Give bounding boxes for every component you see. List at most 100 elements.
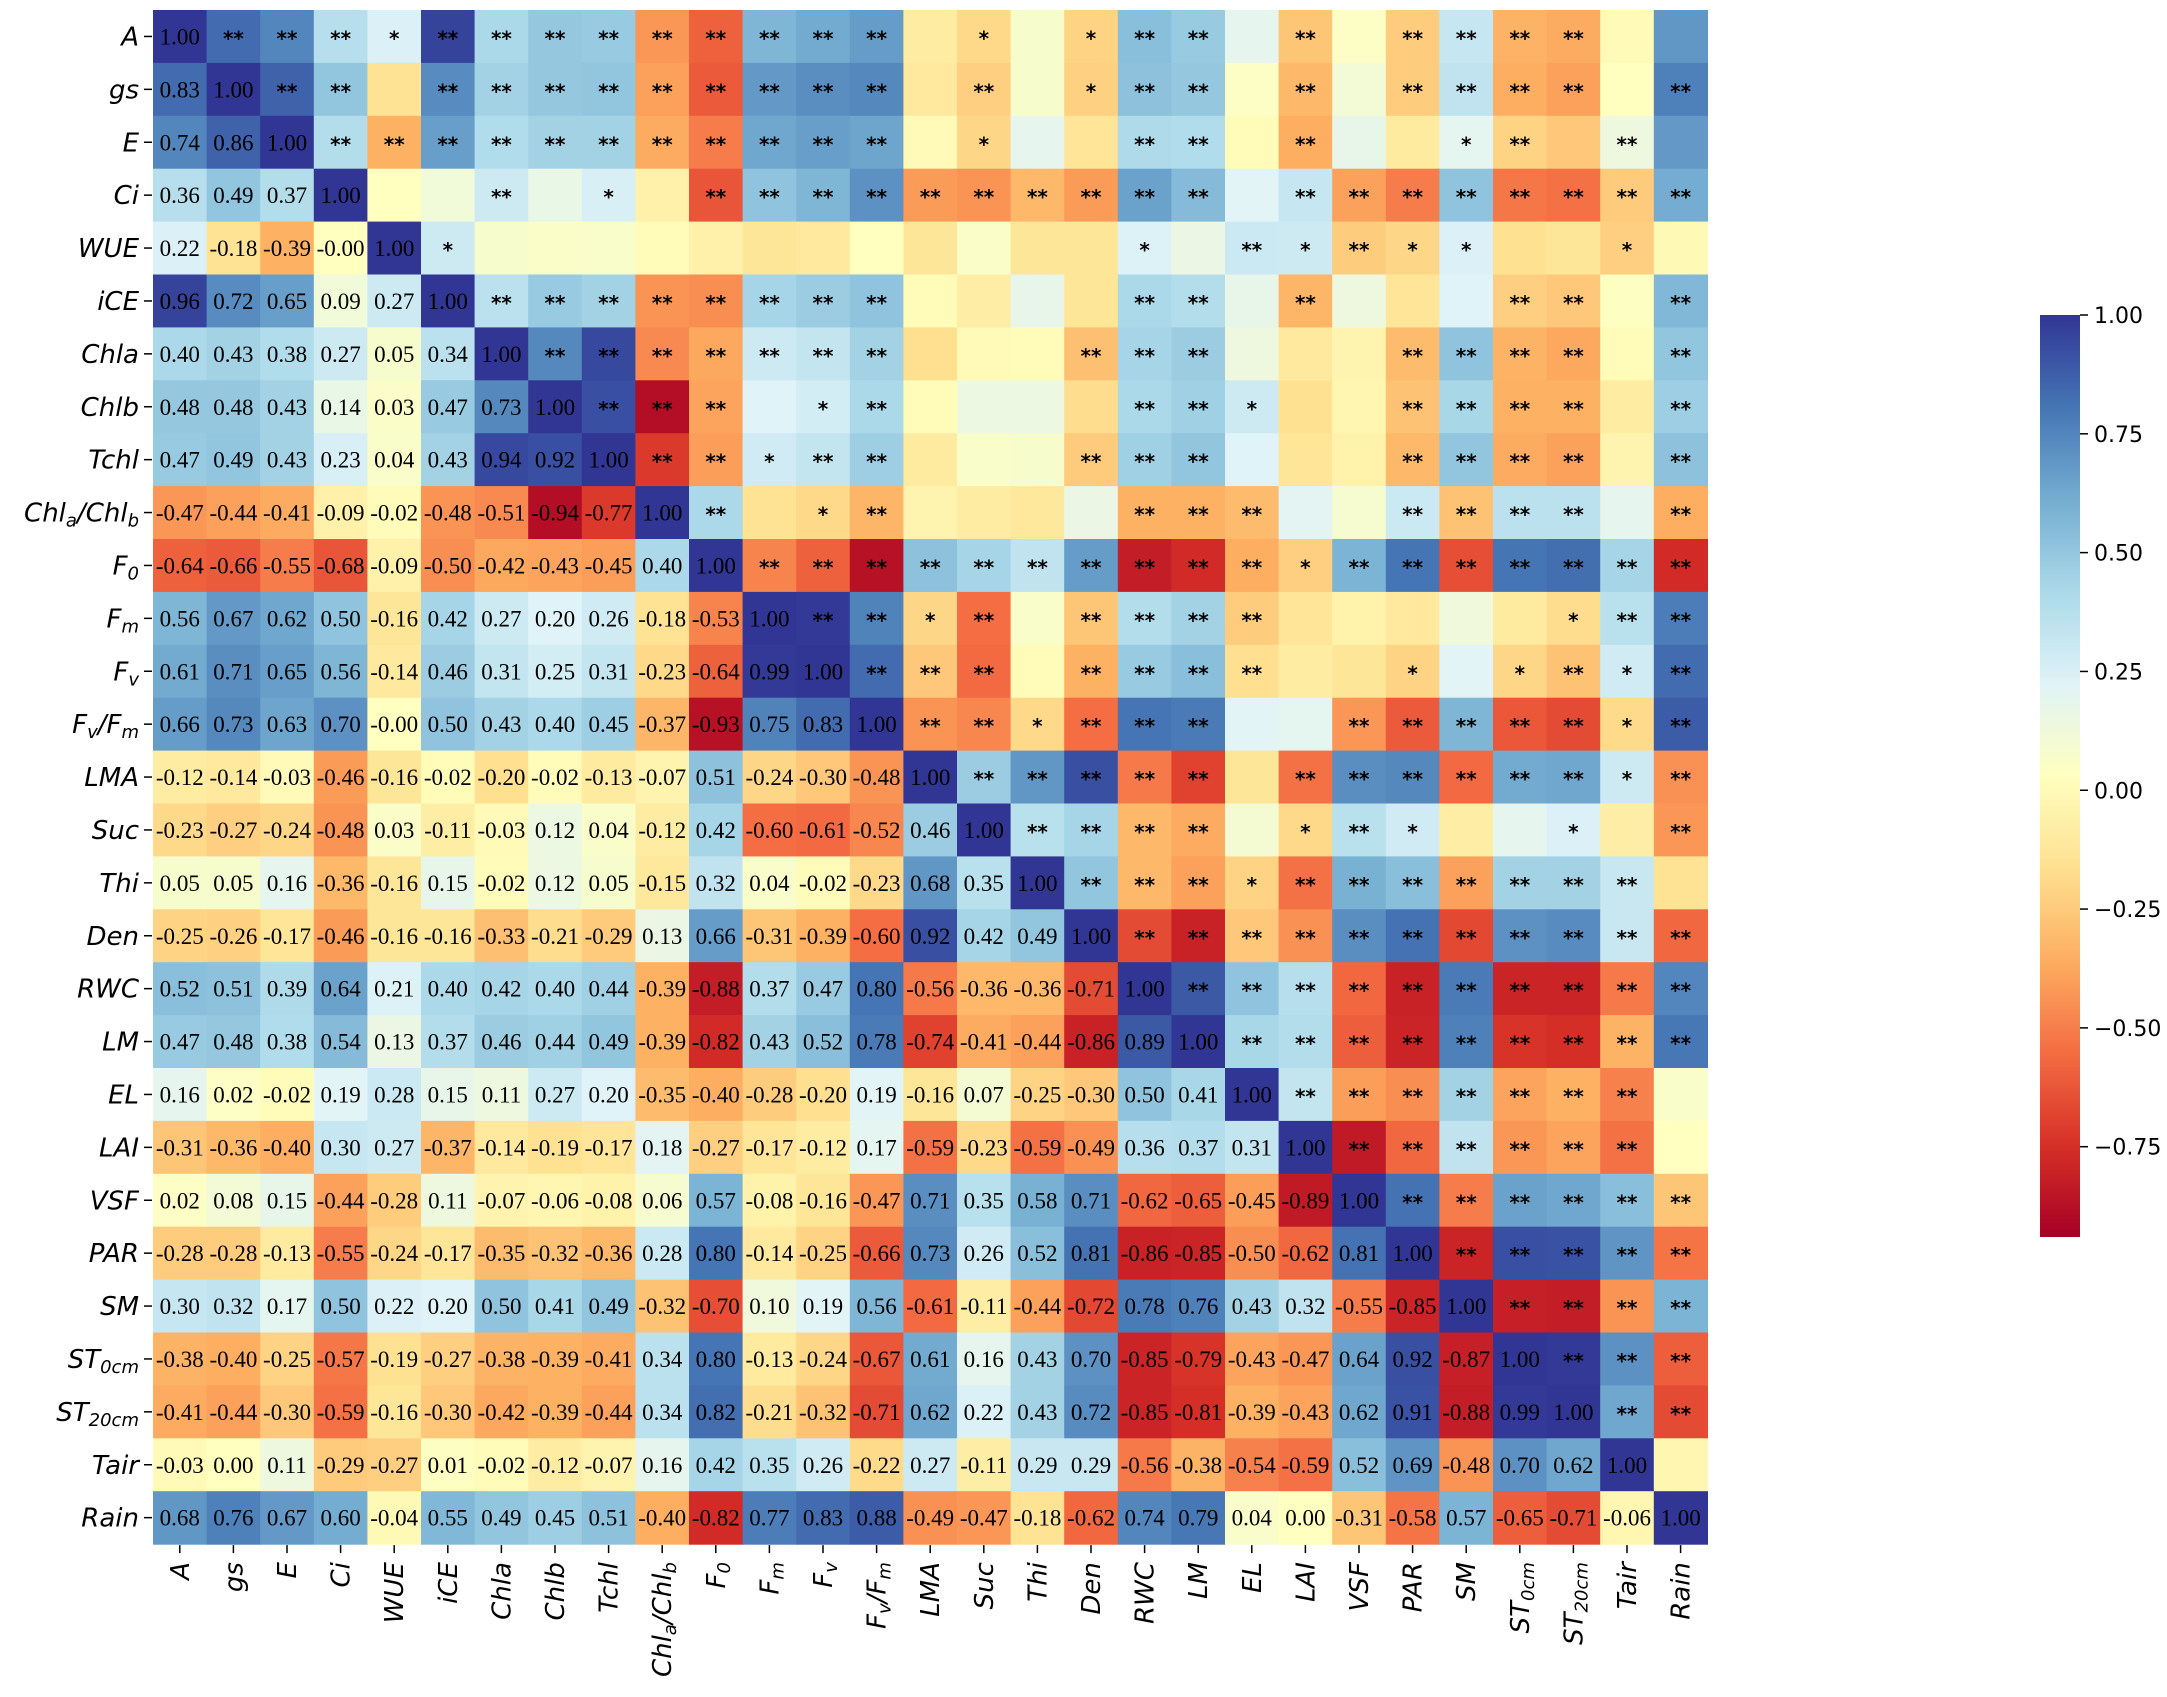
cell-fill: [1439, 962, 1494, 1016]
cell-fill: [1010, 62, 1065, 117]
significance-mark: **: [1617, 1349, 1638, 1373]
cell-value: -0.71: [1549, 1506, 1597, 1531]
cell-fill: [1225, 1015, 1280, 1069]
heatmap-cell: [1600, 62, 1655, 117]
cell-value: 1.00: [856, 712, 896, 737]
significance-mark: **: [759, 344, 780, 368]
cell-fill: [1064, 221, 1119, 276]
cell-value: 0.21: [374, 977, 414, 1002]
cell-fill: [1010, 433, 1065, 487]
heatmap-cell: -0.38: [153, 1332, 208, 1386]
heatmap-cell: **: [1493, 115, 1548, 170]
cell-fill: [689, 1491, 744, 1545]
cell-value: 1.00: [535, 395, 575, 420]
heatmap-cell: -0.02: [474, 856, 529, 910]
cell-value: 0.91: [1392, 1400, 1432, 1425]
significance-mark: **: [973, 714, 994, 738]
cell-value: 0.07: [964, 1082, 1004, 1107]
heatmap-cell: 0.20: [528, 591, 583, 646]
cell-fill: [849, 1332, 904, 1386]
cell-fill: [1171, 591, 1226, 646]
heatmap-cell: 0.37: [742, 962, 797, 1016]
significance-mark: **: [1188, 820, 1209, 844]
heatmap-cell: 0.43: [260, 380, 315, 434]
significance-mark: **: [1509, 291, 1530, 315]
significance-mark: **: [598, 132, 619, 156]
significance-mark: **: [1349, 979, 1370, 1003]
cell-fill: [957, 380, 1012, 434]
cell-value: 0.29: [1071, 1453, 1111, 1478]
cell-value: -0.23: [960, 1135, 1008, 1160]
heatmap-cell: [1546, 115, 1601, 170]
heatmap-cell: [1225, 168, 1280, 223]
cell-value: -0.85: [1121, 1347, 1169, 1372]
heatmap-cell: 0.92: [528, 433, 583, 487]
cell-fill: [1653, 274, 1708, 328]
cell-fill: [581, 644, 636, 699]
significance-mark: **: [1081, 873, 1102, 897]
colorbar-tick-label: 0.75: [2094, 423, 2143, 448]
heatmap-cell: -0.16: [903, 1068, 958, 1122]
heatmap-cell: **: [1653, 1173, 1708, 1228]
cell-value: 0.92: [1392, 1347, 1432, 1372]
heatmap-cell: -0.18: [635, 591, 690, 646]
cell-fill: [1385, 486, 1440, 540]
cell-fill: [1225, 644, 1280, 699]
heatmap-cell: 0.58: [1010, 1173, 1065, 1228]
heatmap-cell: **: [903, 697, 958, 752]
cell-fill: [313, 1068, 368, 1122]
cell-fill: [474, 380, 529, 434]
significance-mark: **: [1402, 397, 1423, 421]
cell-fill: [689, 168, 744, 223]
cell-fill: [742, 1385, 797, 1439]
cell-fill: [206, 486, 261, 540]
heatmap-cell: [1332, 274, 1387, 328]
cell-value: 0.36: [160, 183, 200, 208]
cell-fill: [1332, 10, 1387, 64]
cell-fill: [260, 486, 315, 540]
row-labels: AgsECiWUEiCEChlaChlbTchlChla/ChlbF0FmFvF…: [24, 22, 152, 1534]
cell-fill: [1493, 644, 1548, 699]
heatmap-cell: -0.39: [635, 962, 690, 1016]
cell-fill: [1493, 433, 1548, 487]
cell-fill: [367, 1120, 422, 1175]
cell-fill: [796, 1438, 851, 1492]
cell-value: 0.96: [160, 289, 200, 314]
heatmap-cell: *: [581, 168, 636, 223]
cell-fill: [153, 433, 208, 487]
cell-fill: [1332, 909, 1387, 963]
heatmap-cell: [1225, 327, 1280, 381]
row-label: Ci: [114, 181, 140, 211]
heatmap-cell: -0.59: [1278, 1438, 1333, 1492]
heatmap-cell: **: [528, 274, 583, 328]
heatmap-cell: **: [1546, 856, 1601, 910]
heatmap-cell: 0.11: [474, 1068, 529, 1122]
heatmap-cell: 0.42: [957, 909, 1012, 963]
cell-fill: [528, 803, 583, 857]
heatmap-cell: **: [1171, 750, 1226, 805]
significance-mark: **: [598, 344, 619, 368]
cell-value: 0.62: [1553, 1453, 1593, 1478]
heatmap-cell: -0.71: [1546, 1491, 1601, 1545]
heatmap-cell: 0.48: [206, 380, 261, 434]
cell-value: 0.71: [1071, 1188, 1111, 1213]
heatmap-cell: **: [1546, 1015, 1601, 1069]
cell-value: -0.11: [960, 1453, 1007, 1478]
cell-fill: [849, 115, 904, 170]
heatmap-cell: **: [1225, 962, 1280, 1016]
heatmap-cell: **: [206, 10, 261, 64]
significance-mark: **: [1456, 26, 1477, 50]
cell-fill: [957, 1226, 1012, 1281]
significance-mark: **: [1134, 132, 1155, 156]
cell-value: -0.36: [585, 1241, 633, 1266]
significance-mark: **: [1349, 555, 1370, 579]
heatmap-cell: 0.99: [1493, 1385, 1548, 1439]
heatmap-cell: 0.46: [903, 803, 958, 857]
cell-fill: [1010, 1226, 1065, 1281]
heatmap-cell: **: [1225, 591, 1280, 646]
heatmap-cell: **: [689, 486, 744, 540]
heatmap-cell: -0.25: [260, 1332, 315, 1386]
heatmap-cell: 0.72: [206, 274, 261, 328]
cell-fill: [367, 168, 422, 223]
heatmap-cell: -0.17: [260, 909, 315, 963]
